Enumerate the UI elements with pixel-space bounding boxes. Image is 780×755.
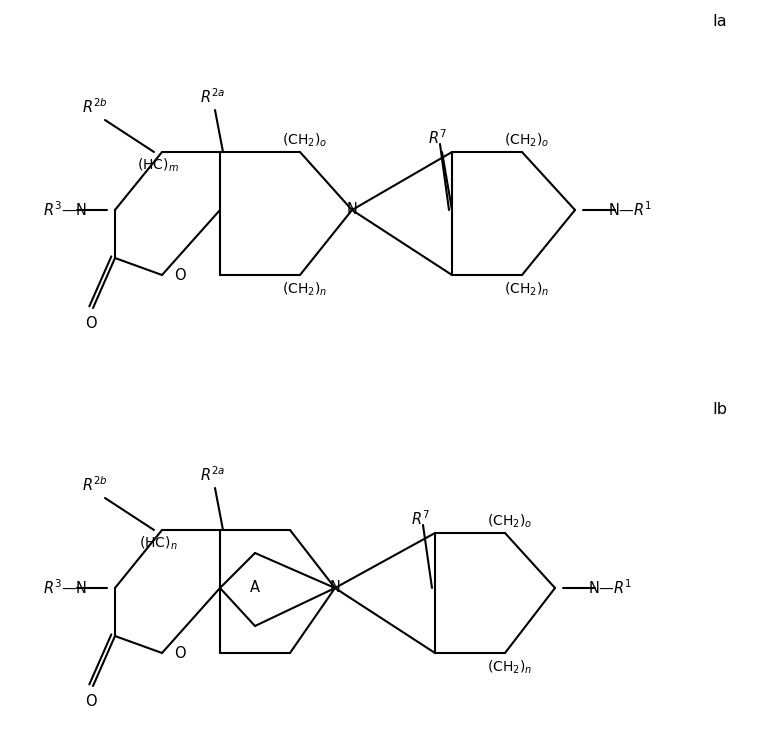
Text: N: N <box>346 202 357 217</box>
Text: (CH$_2$)$_n$: (CH$_2$)$_n$ <box>505 280 550 297</box>
Text: Ib: Ib <box>712 402 728 418</box>
Text: $R^{2b}$: $R^{2b}$ <box>82 476 108 495</box>
Text: Ia: Ia <box>713 14 727 29</box>
Text: O: O <box>85 316 97 331</box>
Text: $R^{2a}$: $R^{2a}$ <box>200 88 225 106</box>
Text: O: O <box>85 695 97 710</box>
Text: (CH$_2$)$_n$: (CH$_2$)$_n$ <box>488 658 533 676</box>
Text: O: O <box>174 267 186 282</box>
Text: (HC)$_m$: (HC)$_m$ <box>137 156 179 174</box>
Text: $R^{2b}$: $R^{2b}$ <box>82 97 108 116</box>
Text: $R^7$: $R^7$ <box>427 128 446 147</box>
Text: (CH$_2$)$_n$: (CH$_2$)$_n$ <box>282 280 328 297</box>
Text: N: N <box>330 581 340 596</box>
Text: $R^3$—N: $R^3$—N <box>43 201 87 220</box>
Text: $R^3$—N: $R^3$—N <box>43 578 87 597</box>
Text: O: O <box>174 646 186 661</box>
Text: $R^{2a}$: $R^{2a}$ <box>200 466 225 485</box>
Text: (CH$_2$)$_o$: (CH$_2$)$_o$ <box>282 131 328 149</box>
Text: N—$R^1$: N—$R^1$ <box>588 578 633 597</box>
Text: (HC)$_n$: (HC)$_n$ <box>139 535 177 552</box>
Text: (CH$_2$)$_o$: (CH$_2$)$_o$ <box>505 131 550 149</box>
Text: (CH$_2$)$_o$: (CH$_2$)$_o$ <box>488 513 533 530</box>
Text: A: A <box>250 581 260 596</box>
Text: $R^7$: $R^7$ <box>410 510 430 528</box>
Text: N—$R^1$: N—$R^1$ <box>608 201 652 220</box>
